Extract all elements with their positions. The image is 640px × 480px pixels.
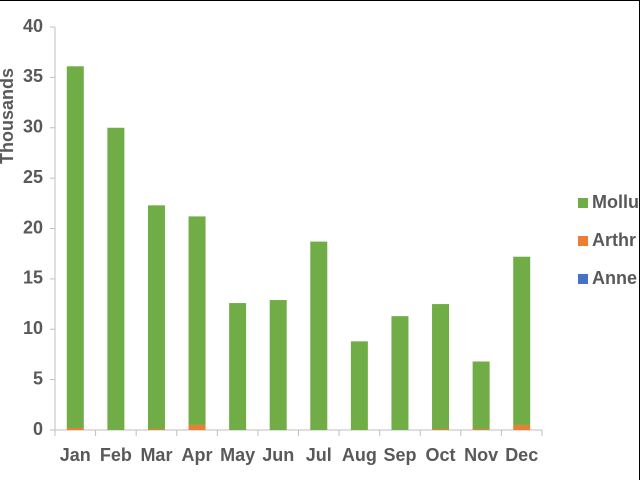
y-tick-label: 25: [23, 167, 43, 187]
x-tick-label: Oct: [426, 445, 456, 465]
bar-segment: [350, 341, 368, 430]
x-tick-label: Jun: [262, 445, 294, 465]
x-tick-label: Jan: [60, 445, 91, 465]
x-tick-label: Apr: [182, 445, 213, 465]
bar-segment: [229, 303, 247, 430]
y-axis-label: Thousands: [0, 68, 17, 164]
x-tick-label: Sep: [383, 445, 416, 465]
bar-segment: [513, 424, 531, 430]
bar-segment: [188, 216, 206, 425]
bar-segment: [147, 428, 165, 430]
y-tick-label: 15: [23, 268, 43, 288]
bar-segment: [432, 428, 450, 430]
x-tick-label: Jul: [306, 445, 332, 465]
legend-swatch: [578, 198, 588, 208]
y-tick-label: 30: [23, 117, 43, 137]
x-tick-label: Aug: [342, 445, 377, 465]
bar-segment: [391, 316, 409, 430]
x-tick-label: Dec: [505, 445, 538, 465]
bar-segment: [188, 424, 206, 430]
bar-segment: [513, 256, 531, 425]
bar-segment: [66, 427, 84, 430]
bar-segment: [147, 205, 165, 429]
legend-swatch: [578, 274, 588, 284]
y-tick-label: 40: [23, 16, 43, 36]
legend-swatch: [578, 236, 588, 246]
legend-label: Anne: [592, 268, 637, 288]
y-tick-label: 0: [33, 419, 43, 439]
x-tick-label: May: [220, 445, 255, 465]
bar-segment: [432, 304, 450, 429]
y-tick-label: 20: [23, 217, 43, 237]
bar-segment: [310, 241, 328, 430]
bar-segment: [269, 300, 287, 430]
bar-segment: [66, 66, 84, 428]
y-tick-label: 35: [23, 66, 43, 86]
x-tick-label: Feb: [100, 445, 132, 465]
y-tick-label: 10: [23, 318, 43, 338]
legend-label: Mollu: [592, 192, 639, 212]
bar-segment: [472, 428, 490, 430]
bar-segment: [472, 361, 490, 429]
bar-segment: [107, 127, 125, 430]
y-tick-label: 5: [33, 368, 43, 388]
x-tick-label: Nov: [464, 445, 498, 465]
x-tick-label: Mar: [140, 445, 172, 465]
legend-label: Arthr: [592, 230, 636, 250]
